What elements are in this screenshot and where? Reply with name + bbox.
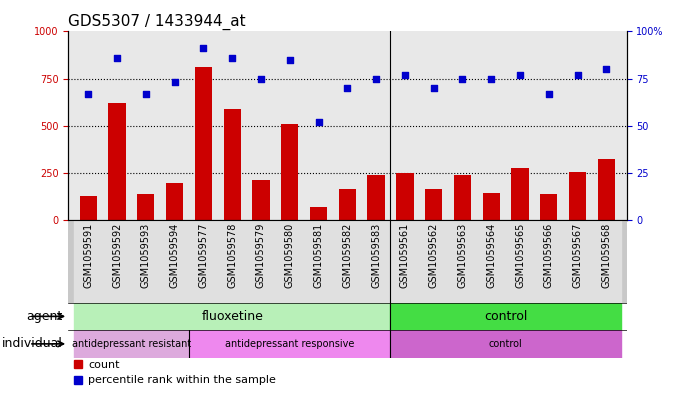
Text: GSM1059594: GSM1059594	[170, 222, 180, 288]
Text: GSM1059567: GSM1059567	[573, 222, 582, 288]
Text: fluoxetine: fluoxetine	[201, 310, 263, 323]
Point	[428, 85, 439, 91]
Bar	[253, 180, 270, 220]
Text: GSM1059562: GSM1059562	[428, 222, 439, 288]
Bar	[310, 207, 327, 220]
Text: GSM1059568: GSM1059568	[601, 222, 612, 288]
Text: GSM1059579: GSM1059579	[256, 222, 266, 288]
Bar	[74, 220, 103, 303]
Bar	[454, 175, 471, 220]
Bar	[535, 220, 563, 303]
Text: GSM1059565: GSM1059565	[515, 222, 525, 288]
Bar	[362, 220, 390, 303]
Point	[112, 55, 123, 61]
Point	[169, 79, 180, 86]
Text: GSM1059577: GSM1059577	[198, 222, 208, 288]
Bar	[281, 124, 298, 220]
Bar	[103, 220, 131, 303]
Point	[515, 72, 526, 78]
Bar	[477, 220, 505, 303]
Text: GSM1059580: GSM1059580	[285, 222, 295, 288]
Text: GSM1059581: GSM1059581	[313, 222, 323, 288]
Bar	[540, 194, 558, 220]
Text: agent: agent	[27, 310, 63, 323]
Text: GSM1059561: GSM1059561	[400, 222, 410, 288]
Bar	[505, 220, 535, 303]
Text: individual: individual	[1, 337, 63, 351]
Text: GSM1059591: GSM1059591	[83, 222, 93, 288]
Bar	[569, 172, 586, 220]
Text: GSM1059564: GSM1059564	[486, 222, 496, 288]
Point	[140, 90, 151, 97]
Point	[601, 66, 612, 72]
Bar	[390, 303, 621, 330]
Bar	[74, 330, 189, 358]
Bar	[108, 103, 126, 220]
Bar	[275, 220, 304, 303]
Point	[572, 72, 583, 78]
Text: antidepressant responsive: antidepressant responsive	[225, 339, 354, 349]
Point	[342, 85, 353, 91]
Bar	[592, 220, 621, 303]
Bar	[483, 193, 500, 220]
Text: GSM1059593: GSM1059593	[141, 222, 151, 288]
Text: GSM1059583: GSM1059583	[371, 222, 381, 288]
Point	[198, 45, 209, 51]
Point	[255, 75, 266, 82]
Text: control: control	[484, 310, 527, 323]
Legend: count, percentile rank within the sample: count, percentile rank within the sample	[74, 360, 276, 386]
Bar	[390, 330, 621, 358]
Text: control: control	[489, 339, 522, 349]
Text: GSM1059592: GSM1059592	[112, 222, 122, 288]
Point	[83, 90, 94, 97]
Text: GSM1059578: GSM1059578	[227, 222, 237, 288]
Point	[370, 75, 381, 82]
Bar	[511, 168, 528, 220]
Bar	[80, 196, 97, 220]
Bar	[74, 303, 390, 330]
Point	[486, 75, 496, 82]
Bar	[137, 194, 155, 220]
Point	[284, 57, 295, 63]
Bar	[333, 220, 362, 303]
Text: GSM1059563: GSM1059563	[458, 222, 467, 288]
Text: GSM1059566: GSM1059566	[544, 222, 554, 288]
Point	[543, 90, 554, 97]
Bar	[218, 220, 247, 303]
Bar	[247, 220, 275, 303]
Text: GSM1059582: GSM1059582	[343, 222, 352, 288]
Point	[227, 55, 238, 61]
Bar	[396, 173, 413, 220]
Bar	[223, 109, 241, 220]
Bar	[598, 159, 615, 220]
Point	[400, 72, 411, 78]
Bar	[448, 220, 477, 303]
Bar	[338, 189, 356, 220]
Text: antidepressant resistant: antidepressant resistant	[72, 339, 191, 349]
Bar	[390, 220, 419, 303]
Bar	[419, 220, 448, 303]
Bar	[425, 189, 442, 220]
Bar	[189, 330, 390, 358]
Bar	[195, 67, 212, 220]
Point	[457, 75, 468, 82]
Bar	[563, 220, 592, 303]
Bar	[368, 175, 385, 220]
Text: GDS5307 / 1433944_at: GDS5307 / 1433944_at	[68, 14, 246, 30]
Bar	[160, 220, 189, 303]
Bar	[304, 220, 333, 303]
Bar	[131, 220, 160, 303]
Bar	[166, 183, 183, 220]
Point	[313, 119, 324, 125]
Bar	[189, 220, 218, 303]
